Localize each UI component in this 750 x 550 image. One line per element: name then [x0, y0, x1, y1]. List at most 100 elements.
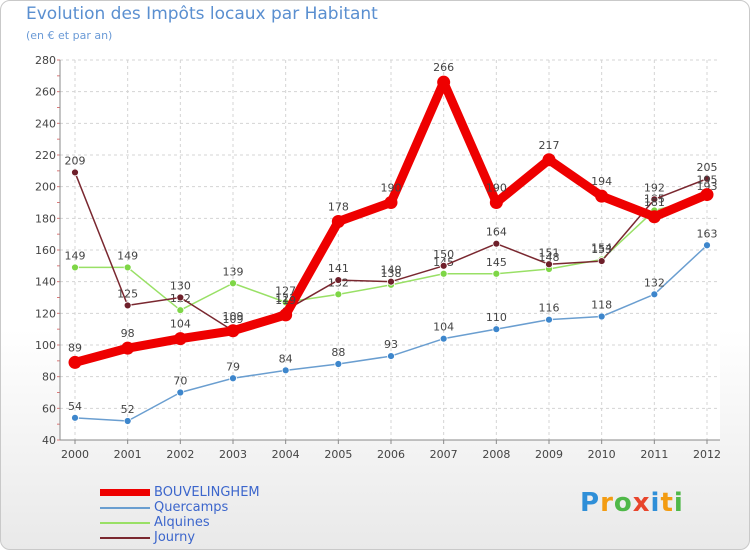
data-label-alquines: 127	[275, 284, 296, 297]
x-tick-label: 2000	[61, 448, 89, 461]
data-point-quercamps	[545, 315, 553, 324]
data-label-bouvelinghem: 109	[223, 310, 244, 323]
data-label-bouvelinghem: 194	[591, 175, 612, 188]
legend-swatch-quercamps	[100, 507, 150, 509]
data-label-quercamps: 104	[433, 321, 454, 334]
data-label-bouvelinghem: 89	[68, 341, 82, 354]
legend-swatch-alquines	[100, 522, 150, 524]
data-point-alquines	[334, 290, 343, 299]
data-point-alquines	[492, 269, 501, 278]
y-tick-label: 100	[35, 339, 56, 352]
y-tick-label: 180	[35, 212, 56, 225]
data-point-journy	[492, 239, 501, 248]
data-label-alquines: 149	[65, 249, 86, 262]
data-point-quercamps	[123, 417, 132, 425]
data-point-bouvelinghem	[279, 308, 293, 322]
legend-label-bouvelinghem: BOUVELINGHEM	[154, 485, 260, 500]
data-label-quercamps: 88	[331, 346, 345, 359]
data-label-journy: 153	[591, 243, 612, 256]
chart-subtitle: (en € et par an)	[26, 29, 113, 42]
data-point-alquines	[229, 279, 237, 288]
data-point-quercamps	[387, 352, 395, 360]
logo-letter: t	[660, 488, 674, 518]
data-label-bouvelinghem: 181	[644, 196, 665, 209]
data-label-bouvelinghem: 119	[275, 294, 296, 307]
data-label-alquines: 145	[486, 256, 507, 269]
data-label-quercamps: 93	[384, 338, 398, 351]
data-point-quercamps	[176, 388, 185, 397]
data-point-quercamps	[703, 241, 711, 250]
data-point-bouvelinghem	[384, 196, 398, 209]
y-tick-label: 140	[35, 276, 56, 289]
x-tick-label: 2004	[272, 448, 300, 461]
data-label-alquines: 149	[117, 249, 138, 262]
data-label-quercamps: 79	[226, 360, 240, 373]
data-label-bouvelinghem: 217	[539, 139, 560, 152]
data-label-journy: 209	[65, 154, 86, 167]
data-point-bouvelinghem	[68, 355, 82, 369]
data-label-alquines: 139	[223, 265, 244, 278]
x-tick-label: 2005	[324, 448, 352, 461]
data-label-journy: 164	[486, 226, 507, 239]
data-point-quercamps	[439, 334, 448, 343]
data-label-quercamps: 54	[68, 400, 82, 413]
data-label-quercamps: 163	[697, 227, 718, 240]
data-point-bouvelinghem	[121, 341, 135, 355]
data-point-alquines	[176, 306, 185, 315]
x-tick-label: 2007	[430, 448, 458, 461]
data-point-bouvelinghem	[700, 188, 714, 202]
data-point-bouvelinghem	[542, 153, 556, 167]
logo-letter: i	[650, 488, 661, 518]
data-point-quercamps	[71, 413, 79, 422]
data-point-journy	[597, 257, 606, 265]
x-tick-label: 2011	[640, 448, 668, 461]
proxiti-logo: Proxiti	[580, 488, 684, 518]
data-label-bouvelinghem: 195	[697, 174, 718, 187]
legend-label-alquines: Alquines	[154, 515, 210, 530]
data-point-journy	[439, 261, 448, 270]
y-tick-label: 160	[35, 244, 56, 257]
data-point-journy	[71, 168, 79, 177]
data-label-quercamps: 70	[173, 375, 187, 388]
data-label-bouvelinghem: 178	[328, 201, 349, 214]
data-label-journy: 205	[697, 161, 718, 174]
data-label-journy: 140	[381, 264, 402, 277]
data-label-quercamps: 52	[121, 403, 135, 416]
x-tick-label: 2006	[377, 448, 405, 461]
legend-label-journy: Journy	[154, 530, 196, 545]
logo-letter: x	[632, 488, 651, 518]
data-point-journy	[650, 195, 659, 204]
logo-letter: i	[673, 488, 684, 518]
data-label-quercamps: 132	[644, 276, 665, 289]
y-tick-label: 260	[35, 86, 56, 99]
x-tick-label: 2001	[114, 448, 142, 461]
data-label-quercamps: 110	[486, 311, 507, 324]
data-point-quercamps	[281, 366, 290, 375]
logo-letter: P	[580, 488, 601, 518]
y-tick-label: 200	[35, 181, 56, 194]
data-label-journy: 150	[433, 248, 454, 261]
data-point-bouvelinghem	[226, 324, 240, 338]
y-tick-label: 220	[35, 149, 56, 162]
data-point-bouvelinghem	[647, 210, 661, 224]
y-tick-label: 80	[42, 371, 56, 384]
logo-letter: r	[600, 488, 614, 518]
data-point-bouvelinghem	[173, 332, 187, 346]
data-label-journy: 192	[644, 181, 665, 194]
y-tick-label: 120	[35, 307, 56, 320]
data-label-bouvelinghem: 104	[170, 318, 191, 331]
x-tick-label: 2008	[482, 448, 510, 461]
data-point-journy	[334, 276, 343, 284]
data-point-alquines	[71, 263, 79, 272]
chart-title: Evolution des Impôts locaux par Habitant	[26, 4, 378, 24]
data-label-bouvelinghem: 190	[486, 182, 507, 195]
y-tick-label: 40	[42, 434, 56, 447]
data-label-quercamps: 118	[591, 299, 612, 312]
data-label-alquines: 154	[591, 242, 612, 255]
legend-label-quercamps: Quercamps	[154, 500, 229, 515]
x-tick-label: 2010	[588, 448, 616, 461]
data-label-bouvelinghem: 190	[381, 182, 402, 195]
data-point-quercamps	[229, 374, 237, 383]
data-label-journy: 151	[539, 246, 560, 259]
